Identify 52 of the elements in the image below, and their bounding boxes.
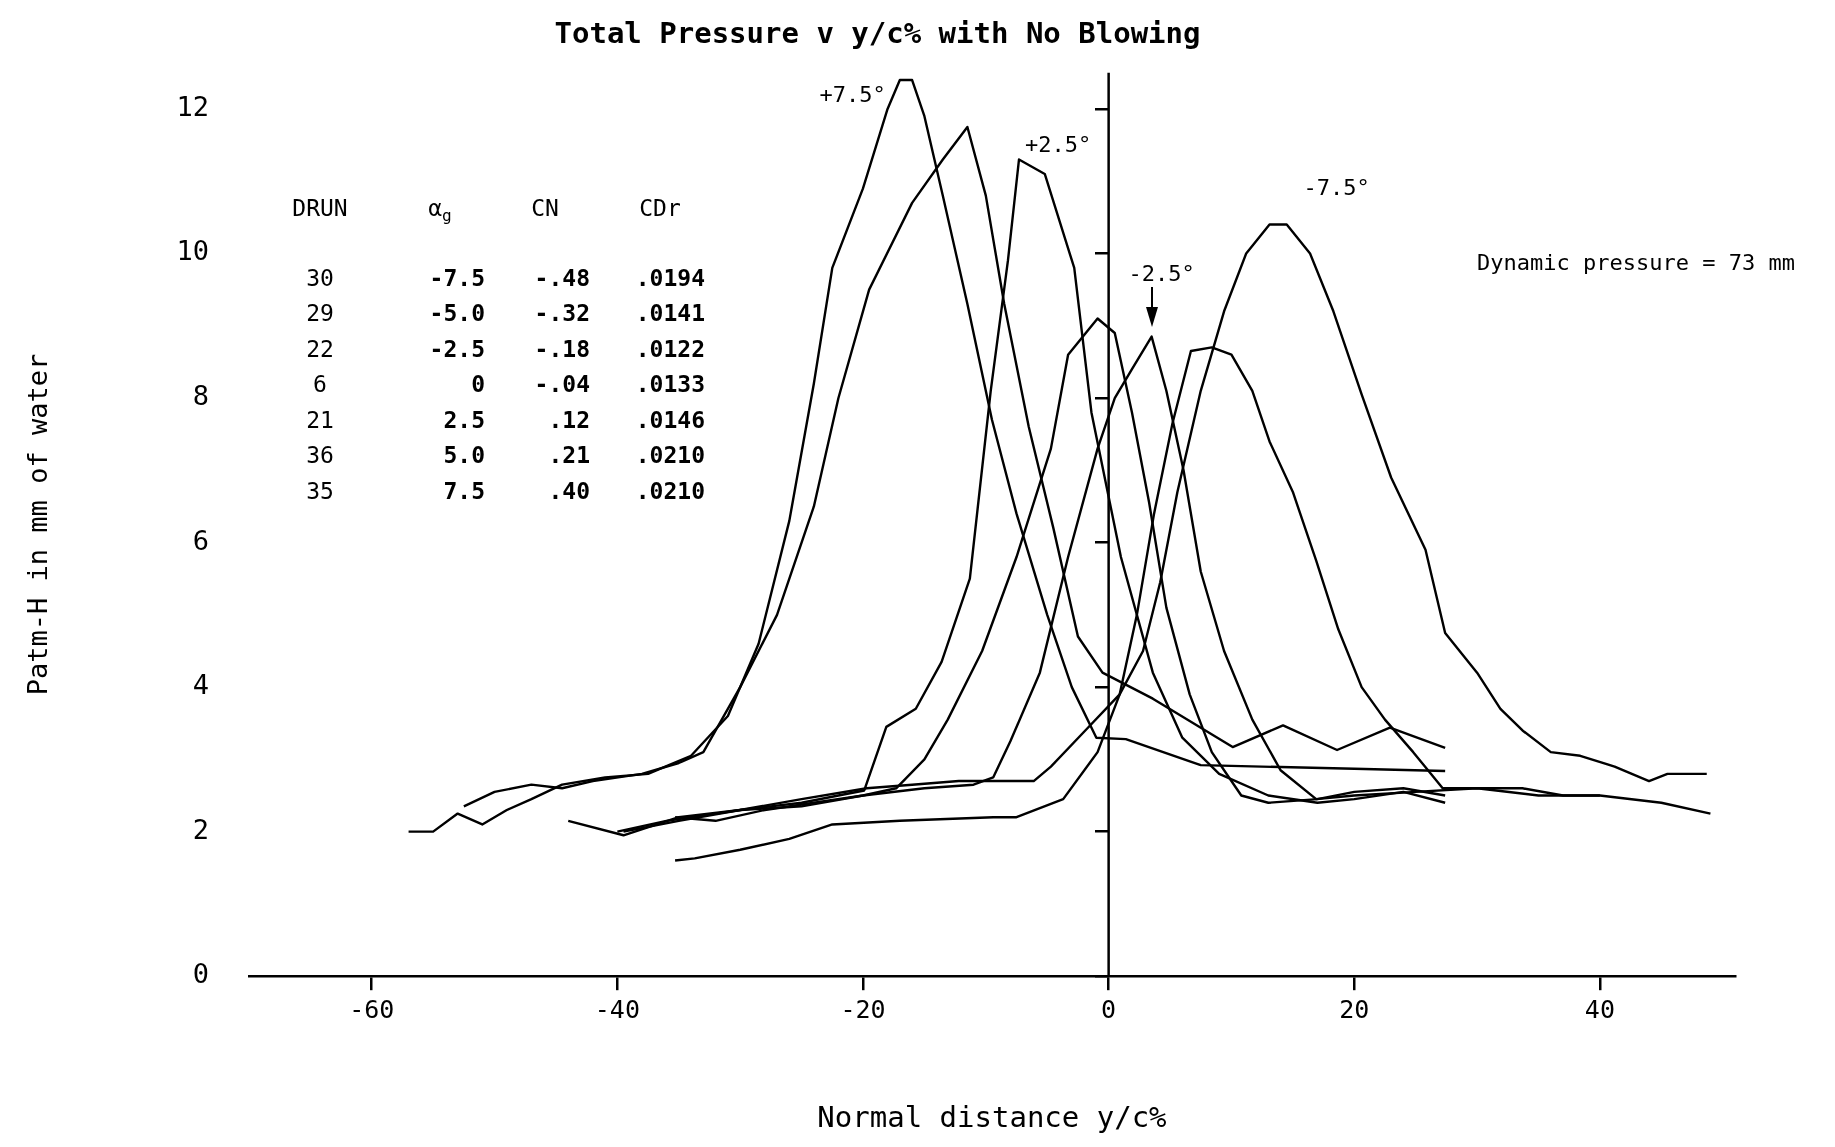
annotation: .0122 (635, 335, 705, 362)
annotation: .0210 (635, 442, 705, 469)
annotation: .12 (548, 406, 590, 433)
y-tick-label: 0 (192, 958, 209, 990)
annotation: 29 (306, 300, 334, 327)
annotation: -.04 (534, 371, 590, 398)
annotation: +7.5° (819, 82, 886, 108)
x-tick-label: -20 (840, 994, 886, 1024)
annotation: -.48 (534, 264, 590, 291)
annotation: CN (531, 194, 559, 221)
annotation: 6 (313, 371, 327, 398)
y-tick-label: 10 (176, 235, 209, 267)
y-tick-label: 8 (192, 380, 209, 412)
annotation: -7.5° (1303, 174, 1370, 200)
annotation: -7.5 (429, 264, 485, 291)
annotation: 2.5 (443, 406, 485, 433)
annotation: 30 (306, 264, 334, 291)
x-tick-label: 0 (1101, 994, 1117, 1024)
annotation: -.32 (534, 300, 590, 327)
annotation: -2.5° (1128, 260, 1195, 286)
chart-title: Total Pressure v y/c% with No Blowing (554, 15, 1201, 50)
annotation: -5.0 (429, 300, 485, 327)
annotation: 21 (306, 406, 334, 433)
x-axis-title: Normal distance y/c% (817, 1100, 1167, 1135)
annotation: 5.0 (443, 442, 485, 469)
annotation: .0141 (635, 300, 705, 327)
annotation: +2.5° (1024, 131, 1092, 157)
annotation: CDr (639, 194, 681, 221)
x-tick-label: 20 (1339, 994, 1370, 1024)
annotation: 0 (471, 371, 485, 398)
annotation: .0210 (635, 477, 705, 504)
annotation: .21 (548, 442, 590, 469)
annotation: -2.5 (429, 335, 485, 362)
annotation: .40 (548, 477, 590, 504)
annotation: Dynamic pressure = 73 mm (1477, 250, 1795, 276)
annotation: 7.5 (443, 477, 485, 504)
annotation: .0133 (635, 371, 705, 398)
x-tick-label: -60 (349, 994, 395, 1024)
y-tick-label: 2 (192, 813, 209, 845)
y-axis-title: Patm-H in mm of water (22, 353, 54, 696)
annotation: -.18 (534, 335, 590, 362)
x-tick-label: -40 (594, 994, 640, 1024)
y-tick-label: 4 (192, 669, 209, 701)
y-tick-label: 6 (192, 524, 209, 556)
x-tick-label: 40 (1584, 994, 1615, 1024)
annotation: 35 (306, 477, 334, 504)
annotation: .0146 (635, 406, 705, 433)
annotation: .0194 (635, 264, 705, 291)
annotation: 22 (306, 335, 334, 362)
annotation: DRUN (292, 194, 348, 221)
annotation: 36 (306, 442, 334, 469)
y-tick-label: 12 (176, 90, 209, 122)
